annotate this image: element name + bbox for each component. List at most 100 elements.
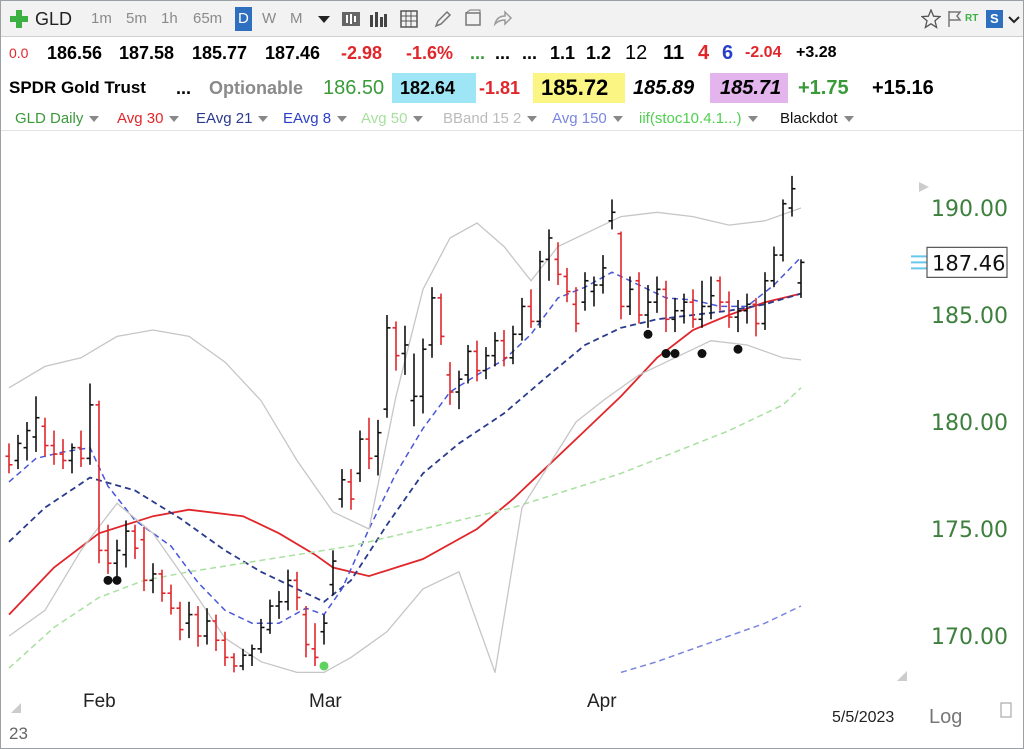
ohlc-bar [482, 347, 490, 380]
ohlc-bar [716, 276, 724, 311]
ohlc-bar [77, 430, 85, 467]
dropdown-arrow-icon[interactable] [314, 9, 334, 29]
price-2: 182.64 [392, 73, 476, 103]
ohlc-bar [662, 280, 670, 333]
ohlc-bar [203, 608, 211, 645]
x-tick-label: Mar [309, 691, 342, 712]
blackdot [697, 349, 707, 359]
chevron-down-icon[interactable] [1004, 9, 1024, 29]
ohlc-bar [365, 417, 373, 470]
s-badge[interactable]: S [986, 10, 1003, 28]
grid-icon[interactable] [399, 9, 419, 29]
legend-gld-daily[interactable]: GLD Daily [15, 107, 100, 131]
legend-label: EAvg 21 [196, 110, 253, 127]
chevron-down-icon [413, 116, 424, 123]
ohlc-bar [707, 276, 715, 320]
price-5: 185.71 [710, 73, 788, 103]
ohlc-bar [410, 353, 418, 427]
legend-label: Blackdot [780, 110, 838, 127]
scroll-up-arrow-icon [919, 182, 929, 192]
ohlc-bar [599, 255, 607, 294]
chevron-down-icon [337, 116, 348, 123]
resize-corner-icon [897, 671, 907, 681]
quote-v2: 1.2 [586, 43, 612, 63]
legend-label: EAvg 8 [283, 110, 332, 127]
ohlc-bar [59, 439, 67, 470]
y-tick-label: 180.00 [931, 411, 1008, 436]
ohlc-bar [86, 383, 94, 465]
share-icon[interactable] [493, 9, 513, 29]
x-tick-label: Apr [587, 691, 617, 712]
bar-chart-icon[interactable] [368, 9, 388, 29]
chevron-down-icon [612, 116, 623, 123]
interval-d[interactable]: D [235, 7, 252, 31]
legend-eavg-21[interactable]: EAvg 21 [196, 107, 269, 131]
chevron-down-icon [258, 116, 269, 123]
legend-avg-30[interactable]: Avg 30 [117, 107, 180, 131]
ohlc-bar [104, 524, 112, 574]
ohlc-bar [5, 443, 13, 474]
ohlc-bar [50, 430, 58, 465]
chevron-down-icon [169, 116, 180, 123]
interval-1h[interactable]: 1h [161, 10, 178, 27]
chevron-down-icon [527, 116, 538, 123]
chevron-down-icon [843, 116, 854, 123]
chevron-down-icon [89, 116, 100, 123]
legend-avg-50[interactable]: Avg 50 [361, 107, 424, 131]
legend-stoch[interactable]: iif(stoc10.4.1...) [639, 107, 758, 131]
series-line [8, 256, 802, 624]
ohlc-bar [626, 276, 634, 315]
interval-w[interactable]: W [262, 10, 277, 27]
blackdot [643, 329, 653, 339]
change-2: +1.75 [798, 77, 849, 99]
ohlc-bar [680, 293, 688, 324]
star-icon[interactable] [921, 9, 941, 29]
ohlc-bar [581, 272, 589, 311]
interval-65m[interactable]: 65m [193, 10, 223, 27]
ohlc-bar [293, 571, 301, 611]
ohlc-bar [446, 362, 454, 405]
interval-m[interactable]: M [290, 10, 303, 27]
quote-v7: -2.04 [745, 44, 782, 61]
ohlc-bar [545, 229, 553, 281]
chart-type-icon[interactable] [341, 9, 361, 29]
pencil-icon[interactable] [433, 9, 453, 29]
symbol-label[interactable]: GLD [35, 9, 73, 29]
quote-dots-1: ... [470, 43, 486, 63]
ohlc-bar [572, 287, 580, 333]
interval-5m[interactable]: 5m [126, 10, 147, 27]
last-price-pointer [911, 255, 927, 270]
ohlc-bar [374, 419, 382, 476]
ohlc-bar [797, 259, 805, 298]
blackdot [661, 349, 671, 359]
flag-icon[interactable] [945, 9, 965, 29]
optionable-label: Optionable [209, 78, 303, 98]
resize-corner-left-icon [11, 703, 21, 713]
change-1: -1.81 [479, 78, 521, 98]
log-scale-label: Log [929, 706, 962, 728]
legend-blackdot[interactable]: Blackdot [780, 107, 854, 131]
quote-v1: 1.1 [550, 43, 576, 63]
ohlc-bar [212, 614, 220, 651]
notes-icon[interactable] [463, 9, 483, 29]
legend-avg-150[interactable]: Avg 150 [552, 107, 623, 131]
ohlc-bar [275, 591, 283, 619]
blackdot [670, 349, 680, 359]
ohlc-bar [473, 340, 481, 382]
toolbar: GLD 1m 5m 1h 65m D W M [1, 1, 1024, 37]
legend-label: iif(stoc10.4.1...) [639, 110, 742, 127]
legend-eavg-8[interactable]: EAvg 8 [283, 107, 348, 131]
date-label: 5/5/2023 [832, 709, 894, 726]
interval-1m[interactable]: 1m [91, 10, 112, 27]
ohlc-bar [527, 289, 535, 328]
ohlc-bar [500, 329, 508, 367]
name-dots: ... [176, 78, 192, 98]
series-line [8, 387, 802, 669]
ohlc-bar [536, 250, 544, 328]
add-symbol-icon[interactable] [9, 9, 29, 29]
change-3: +15.16 [872, 77, 934, 99]
ohlc-bar [518, 297, 526, 341]
ohlc-bar [590, 276, 598, 307]
legend-bband[interactable]: BBand 15 2 [443, 107, 538, 131]
